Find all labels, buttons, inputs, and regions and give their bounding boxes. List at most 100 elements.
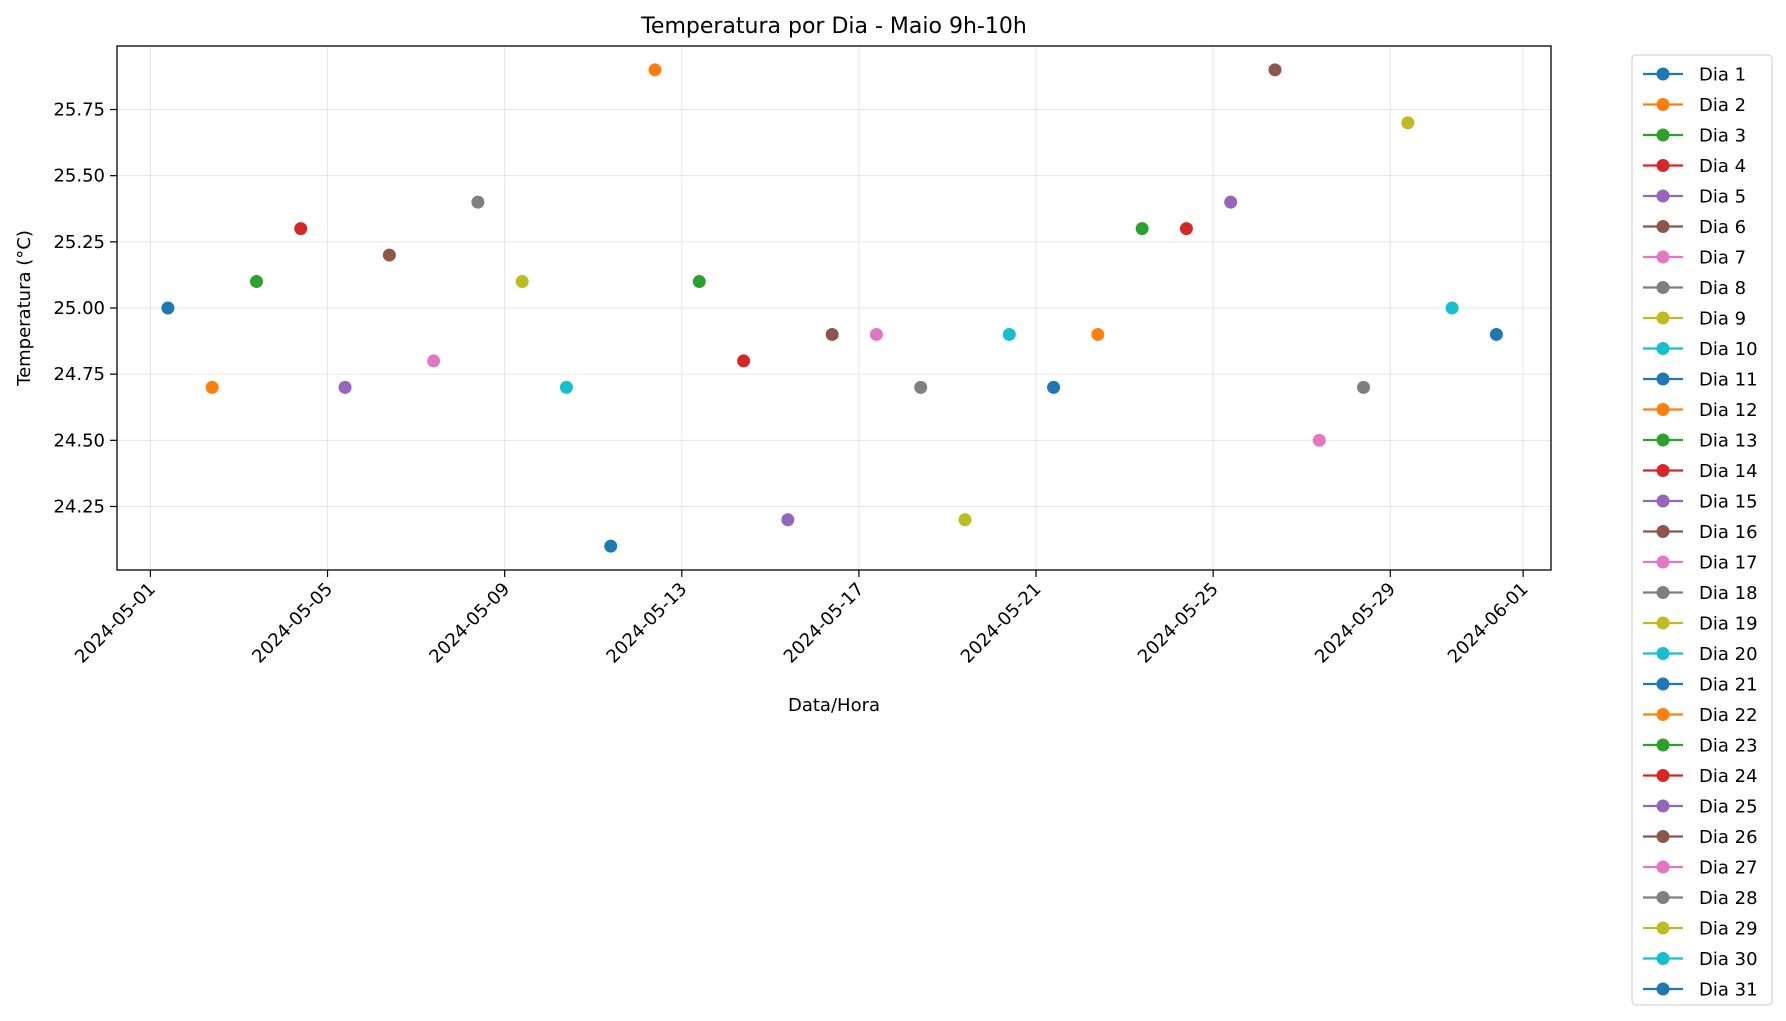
legend-entry: Dia 6 [1643,217,1746,238]
legend-entry: Dia 16 [1643,522,1758,543]
data-point [1047,380,1061,394]
legend-entry: Dia 26 [1643,827,1758,848]
legend-marker [1656,311,1670,325]
legend-label: Dia 18 [1699,583,1758,604]
data-point [382,248,396,262]
data-point [427,354,441,368]
legend-marker [1656,67,1670,81]
legend-marker [1656,830,1670,843]
data-point [205,380,219,394]
legend-entry: Dia 14 [1643,461,1758,482]
data-point [1268,63,1282,77]
legend-label: Dia 26 [1699,827,1758,848]
legend-marker [1656,738,1670,752]
data-point [1135,222,1149,236]
legend-label: Dia 31 [1699,980,1758,1001]
y-tick-label: 24.75 [53,364,105,385]
y-axis-label: Temperatura (°C) [14,230,35,387]
data-point [604,539,618,553]
legend-entry: Dia 21 [1643,675,1758,696]
y-tick-label: 25.25 [53,232,105,253]
legend-label: Dia 3 [1699,126,1746,147]
legend-label: Dia 6 [1699,217,1746,238]
legend-entry: Dia 23 [1643,736,1758,757]
legend-label: Dia 29 [1699,919,1758,940]
legend-entry: Dia 11 [1643,370,1758,391]
legend-label: Dia 7 [1699,248,1746,269]
y-tick-label: 25.50 [53,166,105,187]
legend-label: Dia 5 [1699,187,1746,208]
legend-marker [1656,159,1670,172]
legend-entry: Dia 25 [1643,797,1758,818]
legend-marker [1656,952,1670,965]
data-point [648,63,662,77]
data-point [1357,380,1371,394]
legend-label: Dia 12 [1699,400,1758,421]
legend-marker [1656,494,1670,508]
legend-marker [1656,921,1670,935]
legend-entry: Dia 10 [1643,339,1758,360]
data-point [869,327,883,341]
legend-marker [1656,403,1670,416]
legend-label: Dia 14 [1699,461,1758,482]
legend-marker [1656,372,1670,386]
data-point [1179,222,1193,236]
legend-marker [1656,647,1670,660]
data-point [249,275,263,289]
data-point [1224,195,1238,209]
legend-label: Dia 21 [1699,675,1758,696]
legend-label: Dia 13 [1699,431,1758,452]
data-point [914,380,928,394]
legend-label: Dia 2 [1699,95,1746,116]
data-point [781,513,795,527]
legend-label: Dia 15 [1699,492,1758,513]
legend-marker [1656,128,1670,142]
legend-marker [1656,281,1670,294]
data-point [559,380,573,394]
data-point [294,222,308,236]
legend-entry: Dia 4 [1643,156,1746,177]
legend-entry: Dia 17 [1643,553,1758,574]
data-point [737,354,751,368]
data-point [692,275,706,289]
legend-entry: Dia 12 [1643,400,1758,421]
data-point [1445,301,1459,315]
chart-title: Temperatura por Dia - Maio 9h-10h [640,14,1027,39]
legend-marker [1656,250,1670,264]
legend-marker [1656,891,1670,904]
data-point [338,380,352,394]
legend-marker [1656,433,1670,447]
legend-label: Dia 9 [1699,309,1746,330]
legend-label: Dia 22 [1699,705,1758,726]
legend-entry: Dia 18 [1643,583,1758,604]
y-tick-label: 24.25 [53,496,105,517]
legend-marker [1656,98,1670,111]
legend-entry: Dia 31 [1643,980,1758,1001]
data-point [825,327,839,341]
legend-marker [1656,220,1670,233]
legend-marker [1656,586,1670,599]
y-axis: 24.25 24.50 24.75 25.00 25.25 25.50 25.75 [53,100,117,517]
legend-entry: Dia 27 [1643,858,1758,879]
data-point [471,195,485,209]
legend-label: Dia 25 [1699,797,1758,818]
data-point [1489,327,1503,341]
legend-marker [1656,769,1670,782]
legend-label: Dia 16 [1699,522,1758,543]
legend-entry: Dia 15 [1643,492,1758,513]
legend-label: Dia 28 [1699,888,1758,909]
legend-entry: Dia 28 [1643,888,1758,909]
legend-entry: Dia 2 [1643,95,1746,116]
legend-entry: Dia 30 [1643,949,1758,970]
legend-marker [1656,342,1670,355]
legend-marker [1656,982,1670,996]
data-point [1312,433,1326,447]
legend-entry: Dia 7 [1643,248,1746,269]
legend-entry: Dia 29 [1643,919,1758,940]
legend-entry: Dia 24 [1643,766,1758,787]
data-point [161,301,175,315]
data-points [161,63,1503,553]
legend-label: Dia 1 [1699,65,1746,86]
legend-marker [1656,464,1670,477]
